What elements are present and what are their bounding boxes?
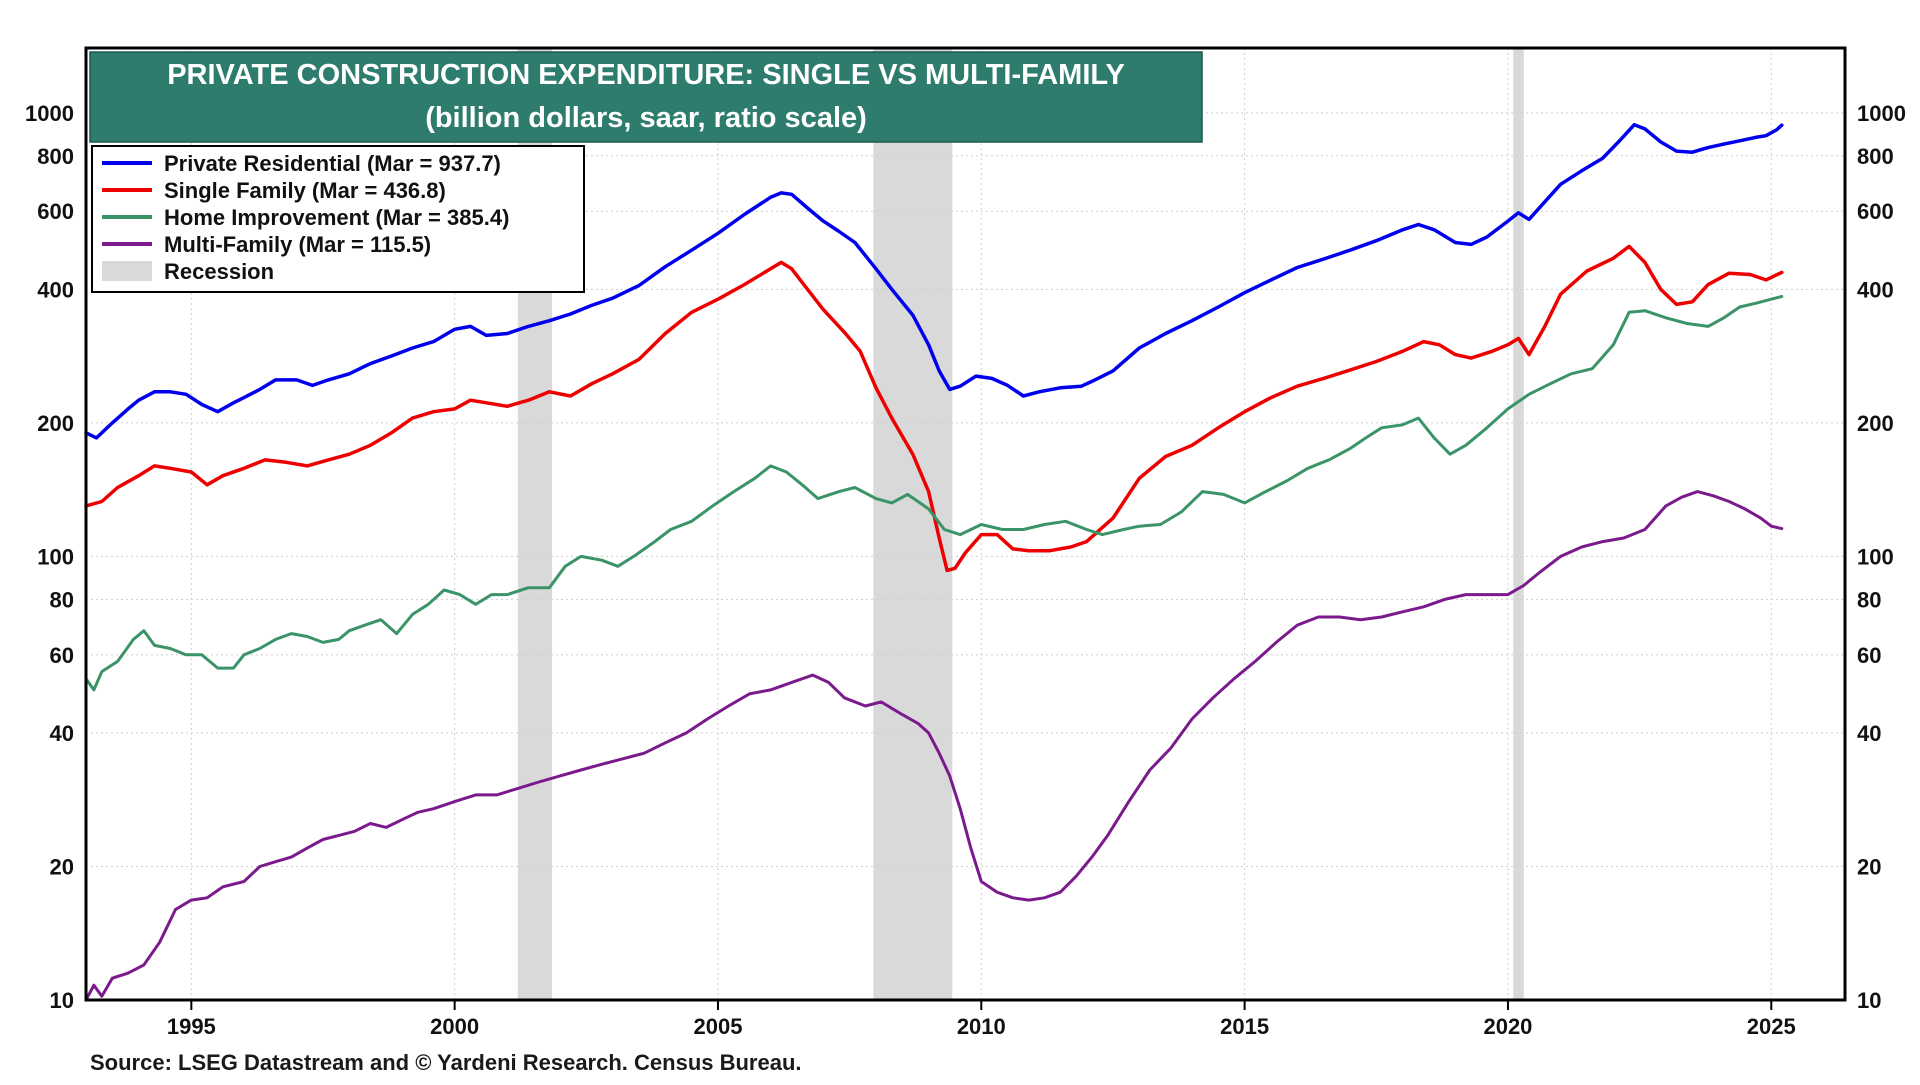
plot-frame (84, 46, 1847, 1002)
y-axis-right: 10 20 40 60 80 100 200 400 600 800 1000 (1857, 101, 1906, 1013)
series-line-private-residential (84, 122, 1784, 440)
y-tick-label-left: 200 (37, 411, 74, 436)
y-tick-label-left: 800 (37, 144, 74, 169)
legend-label: Recession (164, 259, 274, 284)
y-tick-label-right: 400 (1857, 277, 1894, 302)
y-tick-label-left: 60 (50, 643, 74, 668)
y-tick-label-right: 600 (1857, 199, 1894, 224)
y-tick-label-left: 400 (37, 277, 74, 302)
y-tick-label-left: 100 (37, 544, 74, 569)
legend-label: Private Residential (Mar = 937.7) (164, 151, 501, 176)
y-tick-label-left: 80 (50, 587, 74, 612)
y-axis-left: 10 20 40 60 80 100 200 400 600 800 1000 (25, 101, 74, 1013)
y-tick-label-right: 40 (1857, 721, 1881, 746)
x-axis: 1995 2000 2005 2010 2015 2020 2025 (167, 1000, 1796, 1039)
series-line-single-family (84, 244, 1784, 573)
title-box: PRIVATE CONSTRUCTION EXPENDITURE: SINGLE… (89, 51, 1203, 143)
y-tick-label-right: 60 (1857, 643, 1881, 668)
recession-bands (517, 48, 1524, 1000)
y-tick-label-right: 20 (1857, 854, 1881, 879)
y-tick-label-left: 10 (50, 988, 74, 1013)
y-tick-label-right: 100 (1857, 544, 1894, 569)
chart-subtitle: (billion dollars, saar, ratio scale) (425, 102, 867, 134)
legend-label: Home Improvement (Mar = 385.4) (164, 205, 509, 230)
y-tick-label-left: 40 (50, 721, 74, 746)
x-tick-label: 2005 (693, 1014, 742, 1039)
x-tick-label: 2010 (957, 1014, 1006, 1039)
series-line-multi-family (84, 490, 1784, 1002)
x-tick-label: 1995 (167, 1014, 216, 1039)
chart-title: PRIVATE CONSTRUCTION EXPENDITURE: SINGLE… (167, 59, 1125, 91)
y-tick-label-left: 20 (50, 854, 74, 879)
legend-swatch (102, 261, 152, 281)
source-note: Source: LSEG Datastream and © Yardeni Re… (90, 1050, 802, 1075)
y-tick-label-right: 800 (1857, 144, 1894, 169)
y-tick-label-right: 200 (1857, 411, 1894, 436)
y-tick-label-left: 600 (37, 199, 74, 224)
series-line-home-improvement (84, 295, 1784, 692)
legend-label: Multi-Family (Mar = 115.5) (164, 232, 431, 257)
x-tick-label: 2000 (430, 1014, 479, 1039)
x-tick-label: 2020 (1483, 1014, 1532, 1039)
legend: Private Residential (Mar = 937.7)Single … (91, 145, 585, 293)
x-tick-label: 2025 (1747, 1014, 1796, 1039)
legend-label: Single Family (Mar = 436.8) (164, 178, 446, 203)
x-tick-label: 2015 (1220, 1014, 1269, 1039)
y-tick-label-right: 10 (1857, 988, 1881, 1013)
series-lines (84, 122, 1784, 1002)
y-tick-label-left: 1000 (25, 101, 74, 126)
y-tick-label-right: 1000 (1857, 101, 1906, 126)
recession-band-3 (1513, 48, 1524, 1000)
y-tick-label-right: 80 (1857, 587, 1881, 612)
